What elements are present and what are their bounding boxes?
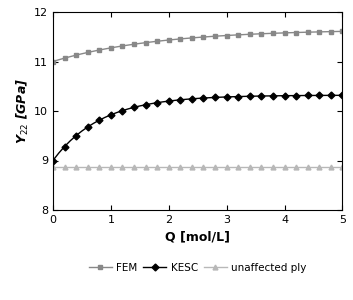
- FEM: [114, 45, 119, 49]
- KESC: [242, 94, 246, 98]
- KESC: [335, 94, 339, 97]
- unaffected ply: [114, 165, 119, 169]
- KESC: [51, 159, 55, 162]
- Y-axis label: Y$_{22}$ [GPa]: Y$_{22}$ [GPa]: [15, 78, 31, 144]
- FEM: [335, 30, 339, 33]
- FEM: [259, 32, 263, 36]
- KESC: [340, 94, 345, 97]
- unaffected ply: [242, 165, 246, 169]
- FEM: [51, 60, 55, 63]
- FEM: [242, 33, 246, 36]
- KESC: [143, 103, 148, 106]
- X-axis label: Q [mol/L]: Q [mol/L]: [165, 230, 230, 243]
- unaffected ply: [143, 165, 148, 169]
- KESC: [138, 104, 142, 108]
- KESC: [259, 94, 263, 98]
- unaffected ply: [51, 165, 55, 169]
- FEM: [138, 42, 142, 45]
- Legend: FEM, KESC, unaffected ply: FEM, KESC, unaffected ply: [85, 259, 311, 277]
- unaffected ply: [138, 165, 142, 169]
- unaffected ply: [340, 165, 345, 169]
- FEM: [340, 30, 345, 33]
- Line: FEM: FEM: [50, 29, 345, 64]
- KESC: [114, 111, 119, 114]
- unaffected ply: [335, 165, 339, 169]
- Line: KESC: KESC: [50, 93, 345, 163]
- FEM: [143, 41, 148, 44]
- Line: unaffected ply: unaffected ply: [50, 164, 345, 169]
- unaffected ply: [259, 165, 263, 169]
